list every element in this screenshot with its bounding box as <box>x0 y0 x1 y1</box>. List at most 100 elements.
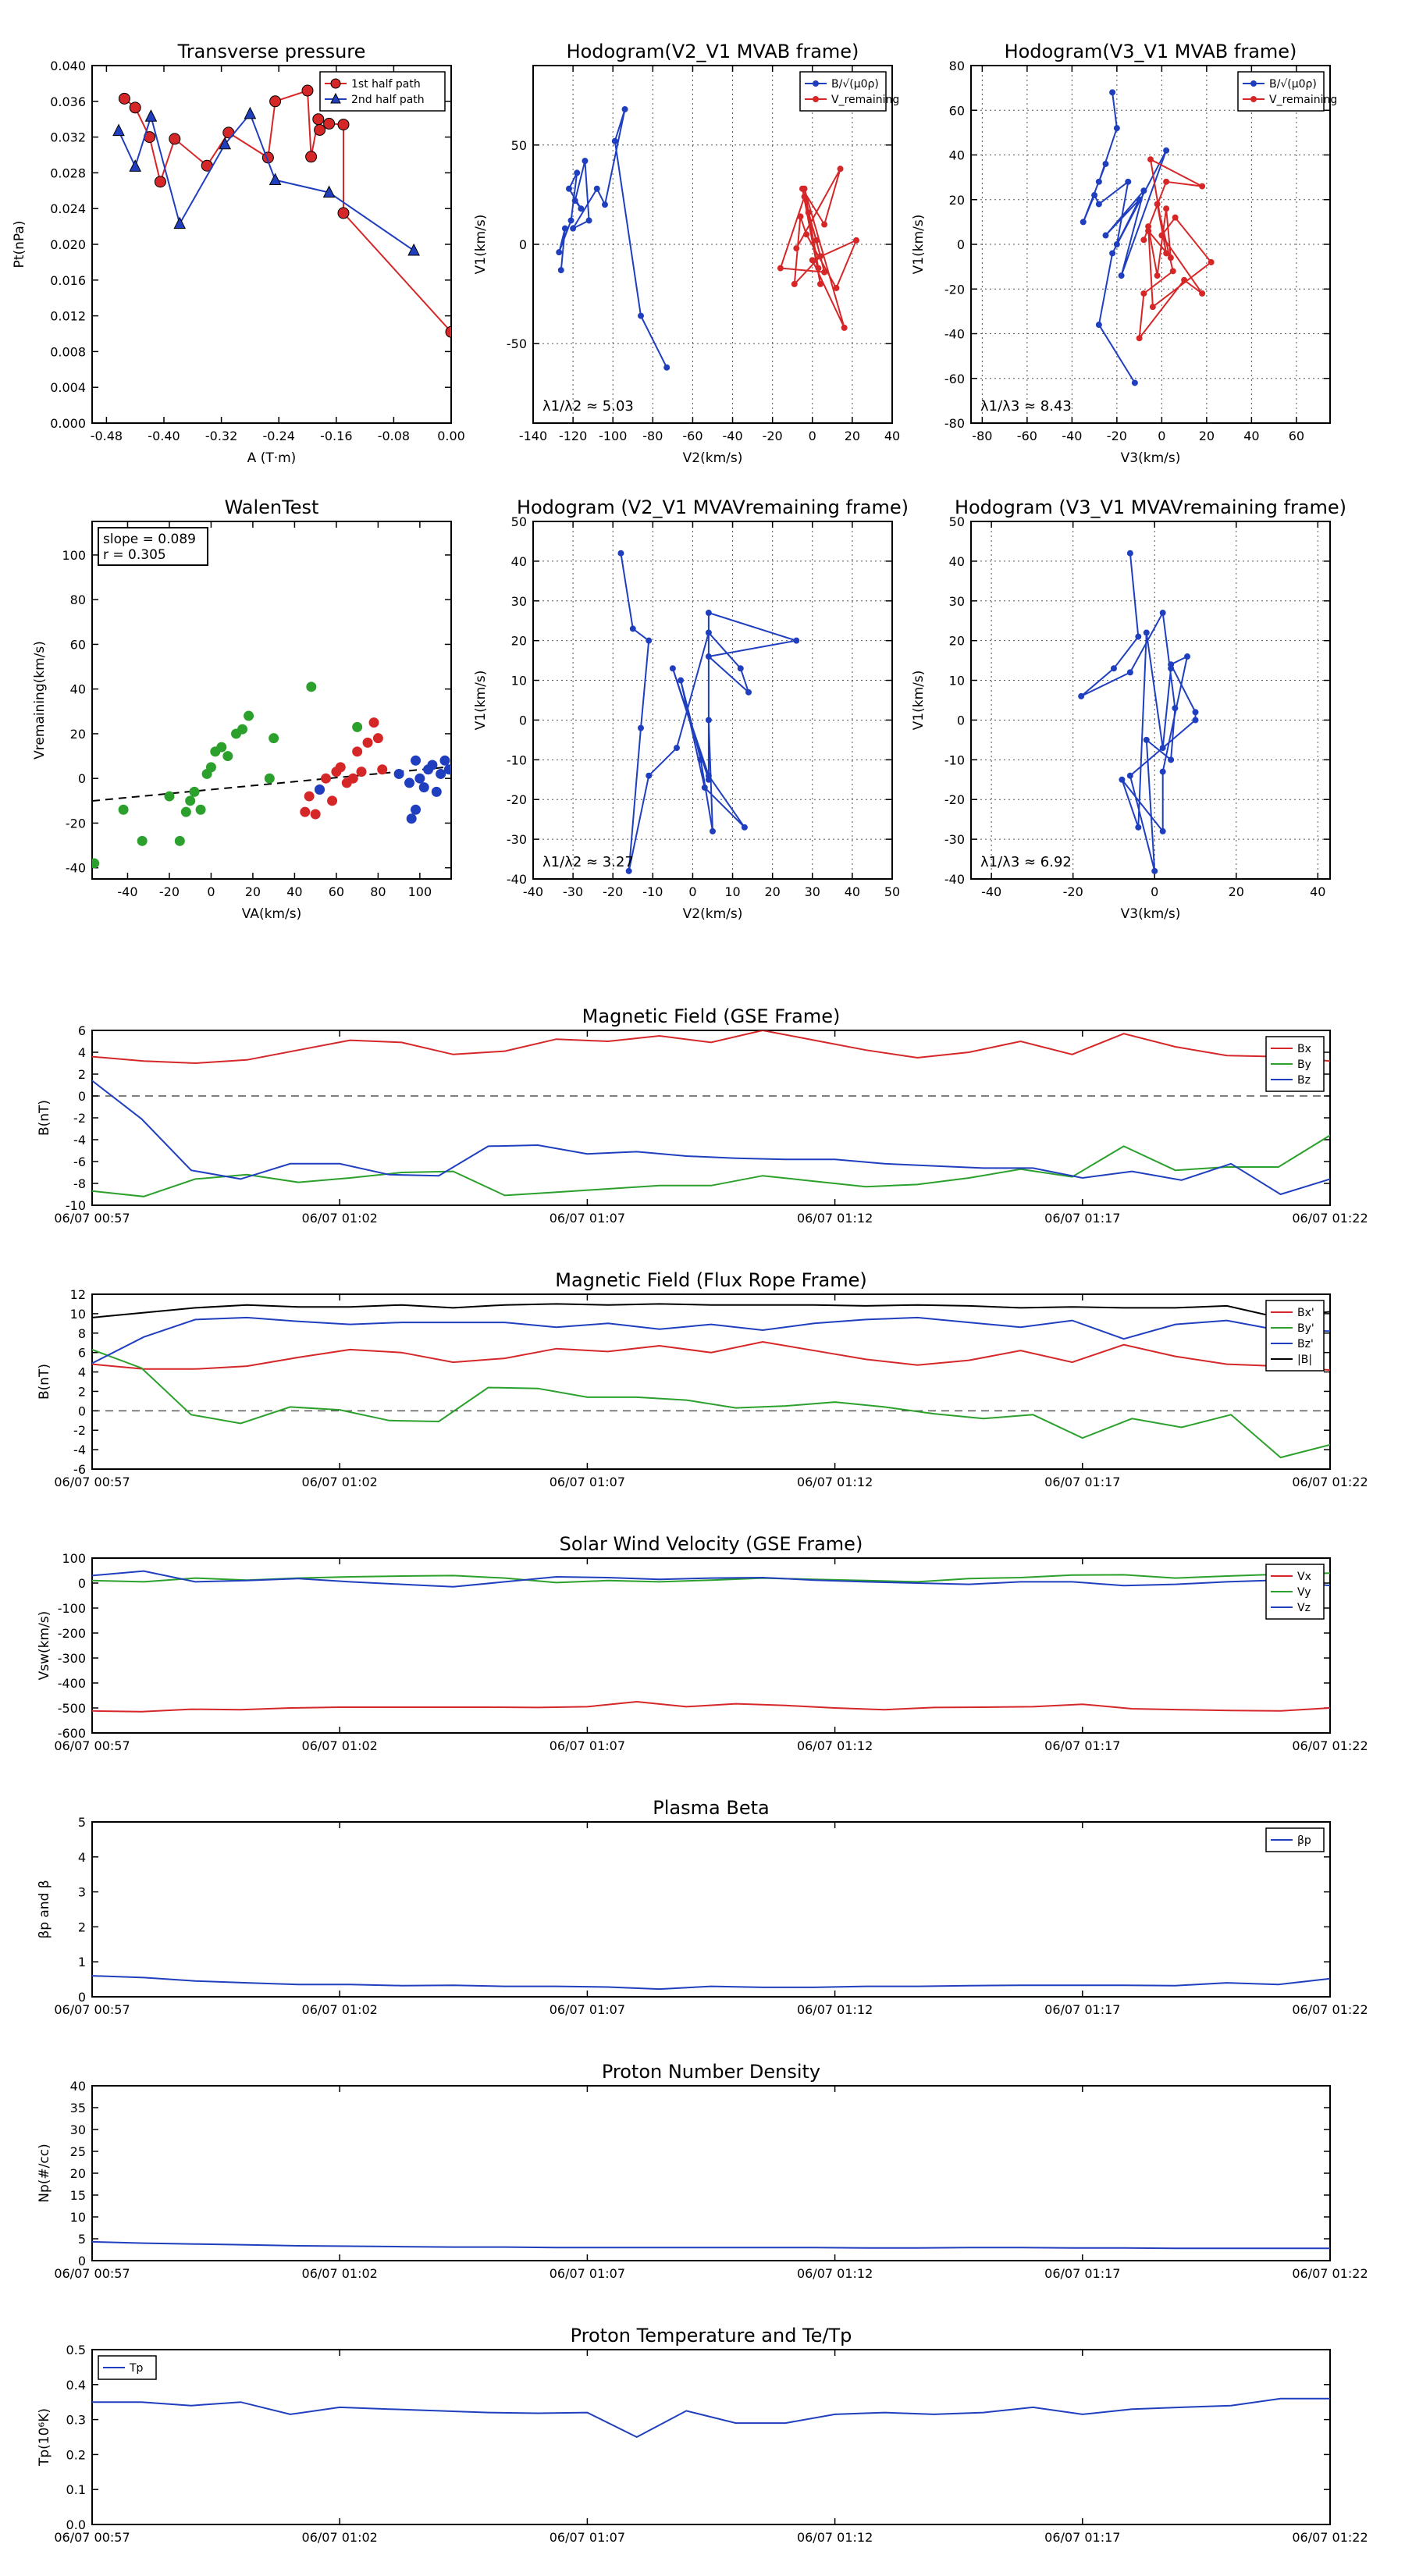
data-point <box>301 84 314 97</box>
y-axis-label: V1(km/s) <box>911 215 927 275</box>
data-point <box>1126 772 1133 779</box>
data-point <box>1126 550 1133 557</box>
y-axis-label: Vremaining(km/s) <box>32 641 48 760</box>
y-tick-label: -40 <box>944 327 965 342</box>
data-point <box>705 610 712 617</box>
x-tick-label: -40 <box>117 884 137 899</box>
series-line-2 <box>92 1316 1330 1364</box>
y-tick-label: 20 <box>949 634 965 649</box>
x-tick-label: 80 <box>370 884 386 899</box>
x-tick-label: -20 <box>763 429 783 443</box>
x-tick-label: 06/07 01:12 <box>797 1475 873 1489</box>
chart-panel-2: -80 -60 -40 -20 0 20 40 60 80 -80 -60 -40 -20 0 20 40 60… <box>911 41 1337 466</box>
x-tick-label: 06/07 01:22 <box>1292 2266 1368 2281</box>
data-point <box>574 169 581 176</box>
x-tick-label: -140 <box>519 429 547 443</box>
data-point <box>310 809 321 820</box>
data-point <box>1154 201 1161 208</box>
y-tick-label: 100 <box>62 1551 86 1566</box>
data-point <box>169 133 181 145</box>
x-tick-label: -0.16 <box>320 429 352 443</box>
x-tick-label: 60 <box>1289 429 1304 443</box>
y-axis-label: B(nT) <box>37 1364 52 1400</box>
series-line-3 <box>92 1303 1330 1318</box>
x-tick-label: -0.24 <box>262 429 294 443</box>
data-point <box>445 326 451 338</box>
y-tick-label: 40 <box>70 682 86 697</box>
x-tick-label: 06/07 01:22 <box>1292 2530 1368 2545</box>
y-tick-label: 0.028 <box>50 165 86 180</box>
y-tick-label: -40 <box>944 872 965 887</box>
x-tick-label: 0 <box>809 429 816 443</box>
legend-marker <box>813 96 819 102</box>
data-point <box>300 806 311 817</box>
x-tick-label: 40 <box>1310 884 1325 899</box>
legend-label: B/√(μ0ρ) <box>1269 78 1317 91</box>
data-point <box>118 804 129 815</box>
data-point <box>556 249 563 256</box>
x-tick-label: 06/07 01:22 <box>1292 2002 1368 2017</box>
chart-title: Plasma Beta <box>653 1797 769 1819</box>
data-point <box>362 737 373 748</box>
x-tick-label: 06/07 01:02 <box>302 2266 378 2281</box>
data-point <box>372 733 383 744</box>
series-line-0 <box>620 553 797 872</box>
x-tick-label: 06/07 00:57 <box>54 1475 130 1489</box>
data-point <box>439 755 450 766</box>
y-tick-label: 0.5 <box>66 2343 86 2357</box>
x-tick-label: -60 <box>1017 429 1037 443</box>
y-tick-label: 0 <box>519 237 527 252</box>
data-point <box>1119 776 1126 783</box>
chart-panel-7: -6 -4 -2 0 2 4 6 8 10 12 06/07 00:57 06/07 01:02 06/… <box>37 1269 1368 1489</box>
data-point <box>617 550 624 557</box>
x-tick-label: 06/07 00:57 <box>54 2002 130 2017</box>
data-point <box>674 745 680 752</box>
data-layer <box>1080 89 1215 386</box>
series-line-0 <box>123 89 451 333</box>
data-point <box>678 677 685 684</box>
x-tick-label: 06/07 01:02 <box>302 2530 378 2545</box>
eigen-ratio-annotation: λ1/λ3 ≈ 8.43 <box>980 398 1072 415</box>
y-tick-label: -30 <box>944 832 965 847</box>
y-tick-label: 4 <box>78 1045 86 1060</box>
plot-frame <box>91 65 452 424</box>
stats-text: slope = 0.089 <box>103 532 196 547</box>
x-axis-label: V3(km/s) <box>1121 906 1181 922</box>
y-tick-label: -2 <box>73 1423 86 1438</box>
data-point <box>1147 156 1154 163</box>
y-tick-label: -300 <box>58 1651 86 1666</box>
plot-frame <box>91 2085 1331 2261</box>
data-point <box>1131 379 1138 386</box>
x-tick-label: 06/07 01:17 <box>1044 1475 1120 1489</box>
data-point <box>1095 201 1102 208</box>
series-line-0 <box>92 1340 1330 1372</box>
y-tick-label: 5 <box>78 2232 86 2247</box>
y-tick-label: 0.0 <box>66 2517 86 2532</box>
data-point <box>815 265 822 272</box>
data-point <box>705 653 712 660</box>
y-tick-label: 3 <box>78 1885 86 1900</box>
y-tick-label: 40 <box>511 554 527 569</box>
data-point <box>578 205 585 212</box>
x-tick-label: 06/07 01:07 <box>550 2266 625 2281</box>
data-point <box>741 824 748 831</box>
data-point <box>216 742 227 753</box>
series-line-1 <box>92 1348 1330 1459</box>
y-axis-label: Tp(10⁶K) <box>37 2408 52 2467</box>
x-tick-label: -30 <box>563 884 583 899</box>
data-point <box>833 284 840 291</box>
chart-title: Magnetic Field (GSE Frame) <box>582 1005 841 1027</box>
y-tick-label: 0 <box>78 1089 86 1104</box>
chart-panel-9: 0 1 2 3 4 5 06/07 00:57 06/07 01:02 06/07 01:07 0… <box>37 1797 1368 2017</box>
data-point <box>777 265 784 272</box>
data-point <box>1102 232 1109 239</box>
y-tick-label: 0.016 <box>50 273 86 288</box>
data-point <box>629 625 636 632</box>
data-point <box>1168 665 1175 672</box>
data-point <box>306 681 317 692</box>
x-tick-label: 06/07 01:17 <box>1044 1738 1120 1753</box>
y-tick-label: 8 <box>78 1326 86 1341</box>
data-point <box>737 665 744 672</box>
chart-title: Transverse pressure <box>177 41 366 62</box>
